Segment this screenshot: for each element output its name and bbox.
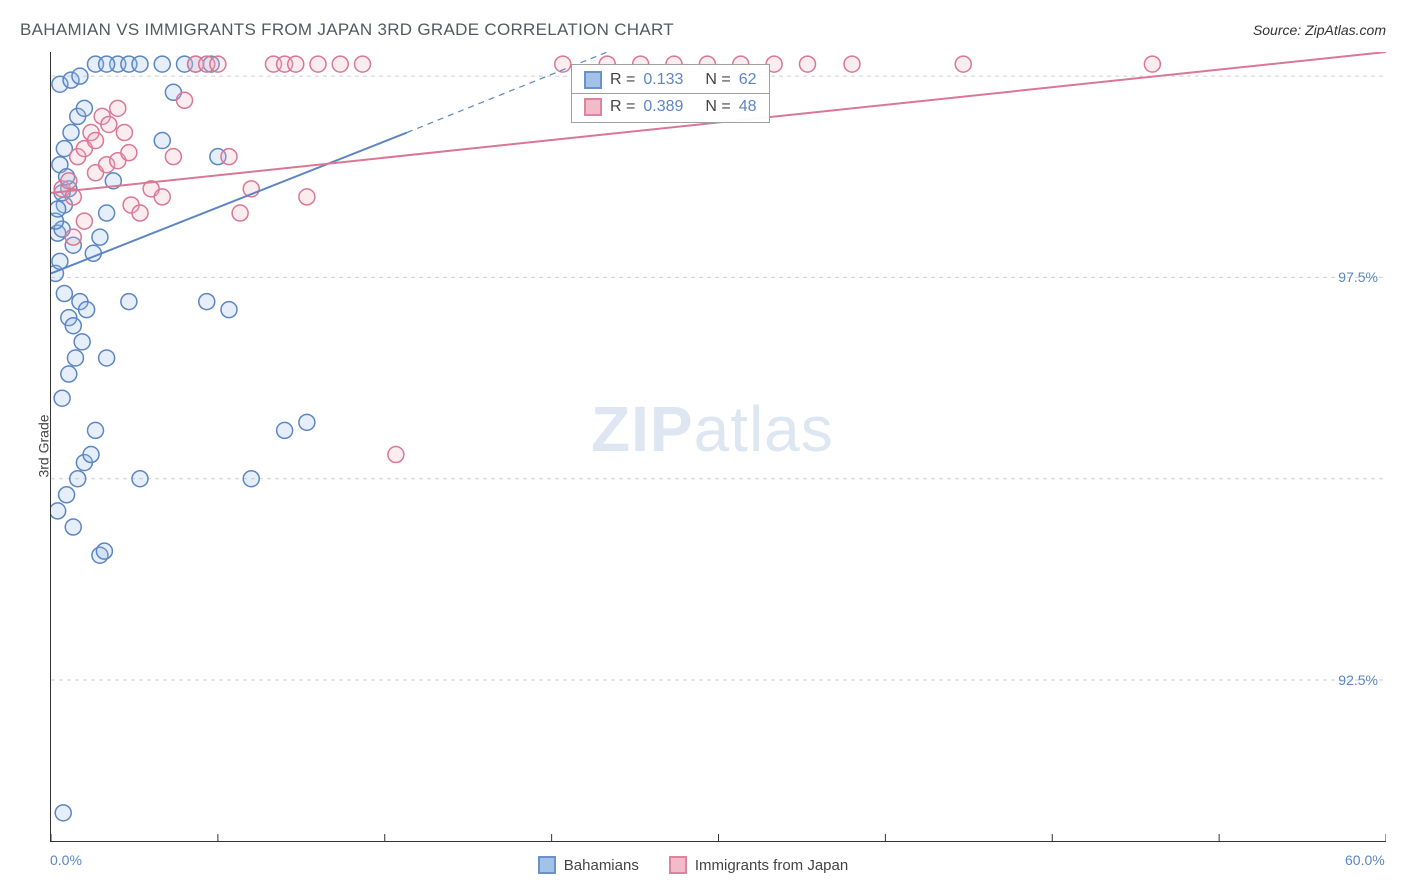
r-value-series2: 0.389 xyxy=(643,95,683,119)
swatch-series2 xyxy=(584,98,602,116)
swatch-series1 xyxy=(584,71,602,89)
corr-row-series1: R = 0.133 N = 62 xyxy=(572,67,769,93)
legend-item-series2: Immigrants from Japan xyxy=(669,856,848,874)
legend-label-series2: Immigrants from Japan xyxy=(695,857,848,874)
source-attribution: Source: ZipAtlas.com xyxy=(1253,22,1386,38)
legend-item-series1: Bahamians xyxy=(538,856,639,874)
correlation-legend-box: R = 0.133 N = 62 R = 0.389 N = 48 xyxy=(571,64,770,123)
legend-label-series1: Bahamians xyxy=(564,857,639,874)
y-tick-label: 92.5% xyxy=(1338,672,1378,688)
y-tick-label: 97.5% xyxy=(1338,269,1378,285)
r-value-series1: 0.133 xyxy=(643,68,683,92)
legend-swatch-series1 xyxy=(538,856,556,874)
n-value-series2: 48 xyxy=(739,95,757,119)
x-tick-label: 60.0% xyxy=(1345,852,1385,868)
legend-swatch-series2 xyxy=(669,856,687,874)
x-tick-label: 0.0% xyxy=(50,852,82,868)
scatter-svg xyxy=(51,52,1386,841)
corr-row-series2: R = 0.389 N = 48 xyxy=(572,93,769,120)
n-value-series1: 62 xyxy=(739,68,757,92)
chart-plot-area: ZIPatlas R = 0.133 N = 62 R = 0.389 N = … xyxy=(50,52,1386,842)
chart-title: BAHAMIAN VS IMMIGRANTS FROM JAPAN 3RD GR… xyxy=(20,20,674,40)
bottom-legend: Bahamians Immigrants from Japan xyxy=(0,856,1386,874)
